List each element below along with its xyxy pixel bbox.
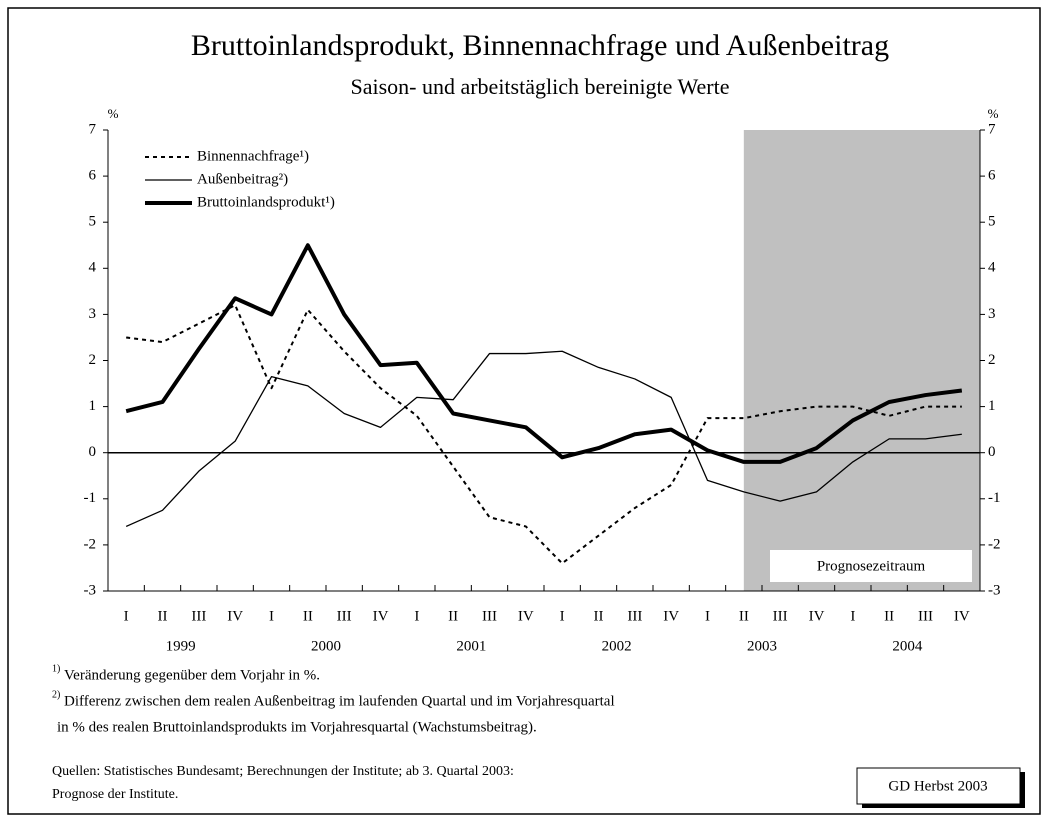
x-tick-label: II bbox=[303, 608, 313, 624]
x-tick-label: IV bbox=[663, 608, 679, 624]
x-tick-label: III bbox=[337, 608, 352, 624]
y2-tick-label: 2 bbox=[988, 352, 996, 368]
y2-tick-label: 7 bbox=[988, 121, 996, 137]
y-unit: % bbox=[108, 106, 119, 121]
y-tick-label: 2 bbox=[89, 352, 97, 368]
frame bbox=[7, 7, 1041, 815]
x-tick-label: I bbox=[124, 608, 129, 624]
forecast-area bbox=[743, 130, 980, 591]
note-marker: 1) bbox=[52, 663, 60, 674]
note-text: Differenz zwischen dem realen Außenbeitr… bbox=[64, 693, 615, 709]
y2-tick-label: 6 bbox=[988, 168, 996, 184]
year-label: 2004 bbox=[892, 638, 923, 654]
series-line bbox=[125, 243, 963, 464]
x-tick-label: II bbox=[884, 608, 894, 624]
y-tick-label: 6 bbox=[89, 168, 97, 184]
x-tick-label: II bbox=[448, 608, 458, 624]
series-line bbox=[126, 304, 962, 565]
x-tick-label: IV bbox=[373, 608, 389, 624]
y-tick-label: 5 bbox=[89, 214, 97, 230]
y2-unit: % bbox=[988, 106, 999, 121]
x-tick-label: II bbox=[739, 608, 749, 624]
year-label: 2002 bbox=[602, 638, 632, 654]
x-tick-label: III bbox=[918, 608, 933, 624]
badge-text: GD Herbst 2003 bbox=[888, 778, 987, 794]
y2-tick-label: 3 bbox=[988, 306, 996, 322]
forecast-label-box bbox=[770, 550, 972, 582]
y-tick-label: -1 bbox=[84, 490, 97, 506]
y-tick-label: -3 bbox=[84, 582, 97, 598]
chart-subtitle: Saison- und arbeitstäglich bereinigte We… bbox=[350, 74, 729, 99]
x-tick-label: II bbox=[158, 608, 168, 624]
x-tick-label: IV bbox=[954, 608, 970, 624]
note-text: Veränderung gegenüber dem Vorjahr in %. bbox=[64, 667, 320, 683]
year-label: 2001 bbox=[456, 638, 486, 654]
note-marker: 2) bbox=[52, 689, 60, 700]
y-tick-label: 3 bbox=[89, 306, 97, 322]
y-tick-label: 0 bbox=[89, 444, 97, 460]
y-tick-label: -2 bbox=[84, 536, 97, 552]
x-tick-label: IV bbox=[809, 608, 825, 624]
legend-label: Bruttoinlandsprodukt¹) bbox=[197, 194, 335, 210]
x-tick-label: II bbox=[594, 608, 604, 624]
y2-tick-label: -3 bbox=[988, 582, 1001, 598]
x-tick-label: I bbox=[705, 608, 710, 624]
y-tick-label: 7 bbox=[89, 121, 97, 137]
year-label: 1999 bbox=[166, 638, 196, 654]
source-text: Quellen: Statistisches Bundesamt; Berech… bbox=[52, 764, 514, 779]
y2-tick-label: -1 bbox=[988, 490, 1001, 506]
y2-tick-label: -2 bbox=[988, 536, 1001, 552]
legend-label: Außenbeitrag²) bbox=[197, 171, 288, 187]
x-tick-label: IV bbox=[227, 608, 243, 624]
x-tick-label: III bbox=[773, 608, 788, 624]
source-text: Prognose der Institute. bbox=[52, 787, 178, 802]
y2-tick-label: 0 bbox=[988, 444, 996, 460]
y2-tick-label: 4 bbox=[988, 260, 996, 276]
badge-box bbox=[856, 767, 1021, 805]
legend-label: Binnennachfrage¹) bbox=[197, 148, 309, 164]
series-line bbox=[125, 350, 962, 528]
x-tick-label: III bbox=[627, 608, 642, 624]
x-tick-label: I bbox=[414, 608, 419, 624]
x-tick-label: III bbox=[482, 608, 497, 624]
x-tick-label: I bbox=[560, 608, 565, 624]
year-label: 2000 bbox=[311, 638, 341, 654]
y-tick-label: 4 bbox=[89, 260, 97, 276]
chart-title: Bruttoinlandsprodukt, Binnennachfrage un… bbox=[191, 29, 889, 62]
y2-tick-label: 5 bbox=[988, 214, 996, 230]
x-tick-label: III bbox=[191, 608, 206, 624]
forecast-label: Prognosezeitraum bbox=[817, 558, 926, 574]
x-tick-label: I bbox=[850, 608, 855, 624]
y2-tick-label: 1 bbox=[988, 398, 996, 414]
x-tick-label: IV bbox=[518, 608, 534, 624]
x-tick-label: I bbox=[269, 608, 274, 624]
note-text: in % des realen Bruttoinlandsprodukts im… bbox=[57, 719, 537, 735]
y-tick-label: 1 bbox=[89, 398, 97, 414]
year-label: 2003 bbox=[747, 638, 777, 654]
